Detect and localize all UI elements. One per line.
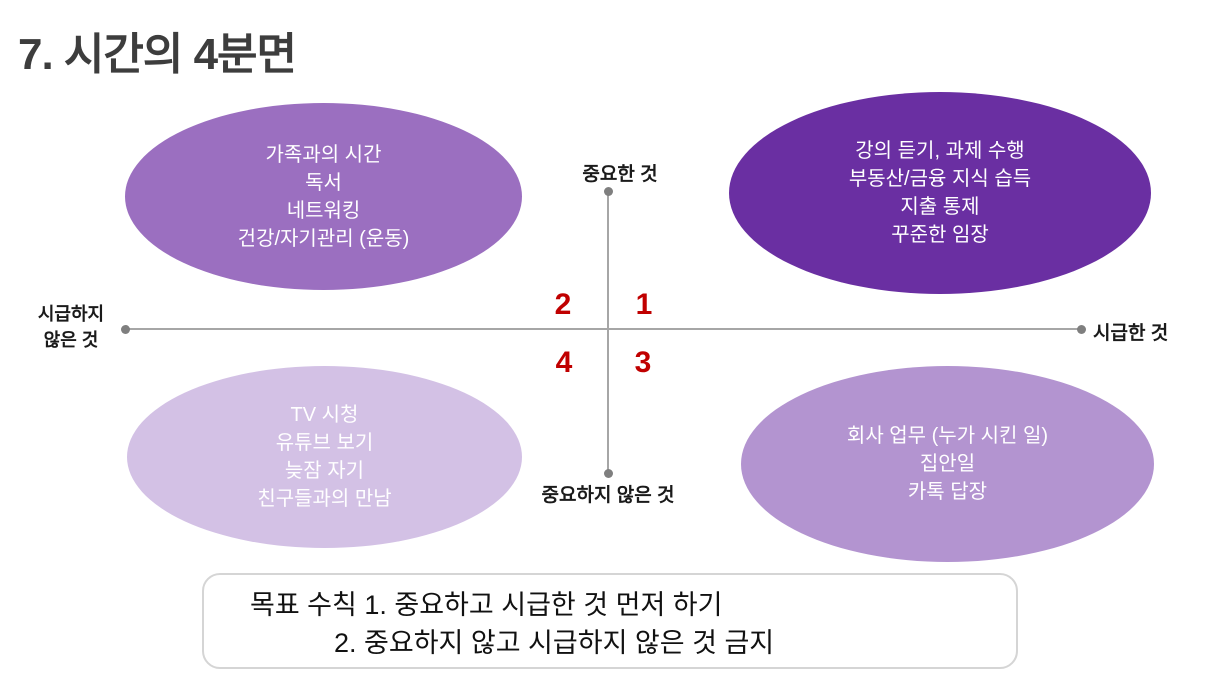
quadrant-number-4: 4 — [555, 346, 573, 379]
axis-label-not-important: 중요하지 않은 것 — [541, 485, 675, 506]
quadrant-item: 유튜브 보기 — [275, 432, 374, 454]
axis-label-not-urgent: 시급하지 않은 것 — [22, 301, 120, 353]
quadrant-item: 부동산/금융 지식 습득 — [848, 168, 1032, 190]
page-title: 7. 시간의 4분면 — [18, 30, 297, 79]
vertical-axis-line — [607, 191, 609, 473]
quadrant-number-2: 2 — [554, 288, 572, 321]
axis-endpoint-dot — [604, 469, 613, 478]
quadrant-2-important-not-urgent-ellipse: 가족과의 시간 독서 네트워킹 건강/자기관리 (운동) — [125, 103, 522, 290]
quadrant-item: 늦잠 자기 — [284, 460, 365, 482]
quadrant-item: 가족과의 시간 — [265, 143, 382, 166]
axis-label-not-urgent-line1: 시급하지 — [37, 304, 105, 324]
quadrant-1-important-urgent-ellipse: 강의 듣기, 과제 수행 부동산/금융 지식 습득 지출 통제 꾸준한 임장 — [729, 92, 1151, 294]
axis-label-urgent: 시급한 것 — [1093, 323, 1169, 344]
quadrant-number-3: 3 — [634, 346, 652, 379]
quadrant-item: TV 시청 — [290, 404, 359, 426]
quadrant-item: 집안일 — [919, 453, 976, 475]
quadrant-item: 네트워킹 — [286, 199, 361, 222]
quadrant-item: 독서 — [305, 171, 342, 194]
quadrant-number-1: 1 — [635, 288, 653, 321]
goal-rule-1: 목표 수칙 1. 중요하고 시급한 것 먼저 하기 — [250, 590, 723, 620]
quadrant-item: 꾸준한 임장 — [891, 224, 989, 246]
axis-endpoint-dot — [1077, 325, 1086, 334]
horizontal-axis-line — [125, 328, 1081, 330]
quadrant-3-not-important-urgent-ellipse: 회사 업무 (누가 시킨 일) 집안일 카톡 답장 — [741, 366, 1154, 562]
quadrant-item: 건강/자기관리 (운동) — [237, 227, 410, 250]
quadrant-item: 회사 업무 (누가 시킨 일) — [846, 425, 1049, 447]
axis-label-not-urgent-line2: 않은 것 — [43, 330, 99, 350]
axis-endpoint-dot — [121, 325, 130, 334]
quadrant-item: 지출 통제 — [900, 196, 980, 218]
goal-rules-box: 목표 수칙 1. 중요하고 시급한 것 먼저 하기 2. 중요하지 않고 시급하… — [202, 573, 1018, 669]
axis-endpoint-dot — [604, 187, 613, 196]
quadrant-item: 친구들과의 만남 — [257, 488, 392, 510]
axis-label-important: 중요한 것 — [582, 164, 658, 185]
quadrant-item: 카톡 답장 — [907, 481, 988, 503]
quadrant-item: 강의 듣기, 과제 수행 — [855, 140, 1025, 162]
goal-rule-2: 2. 중요하지 않고 시급하지 않은 것 금지 — [334, 628, 775, 658]
quadrant-4-not-important-not-urgent-ellipse: TV 시청 유튜브 보기 늦잠 자기 친구들과의 만남 — [127, 366, 522, 548]
